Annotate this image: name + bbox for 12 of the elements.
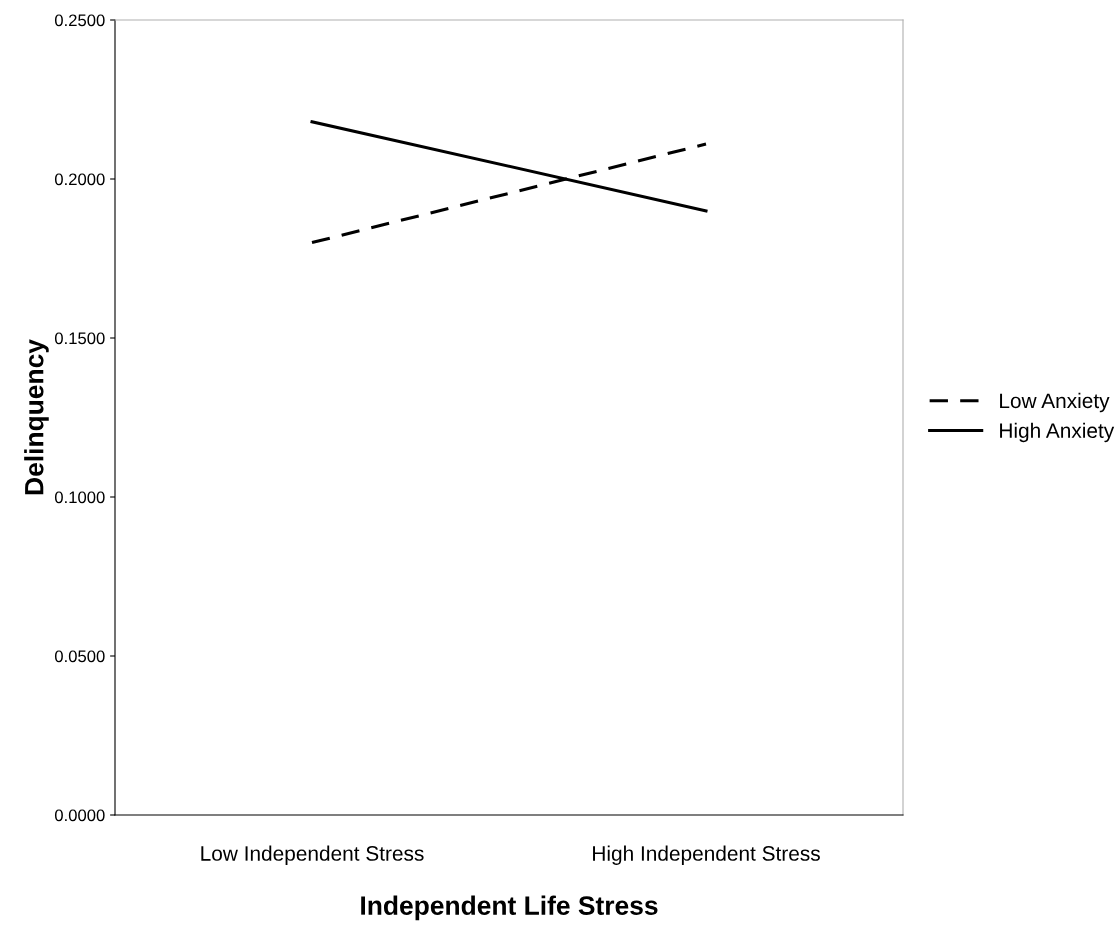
y-tick-label: 0.0500 <box>54 650 105 663</box>
x-axis-title: Independent Life Stress <box>361 895 658 921</box>
y-tick-label: 0.2500 <box>54 14 105 27</box>
y-tick-label: 0.1500 <box>54 332 105 345</box>
y-tick-label: 0.2000 <box>54 173 105 186</box>
x-tick-label: Low Independent Stress <box>201 845 424 865</box>
legend-label: High Anxiety <box>1000 422 1115 443</box>
y-axis-title: Delinquency <box>24 339 49 495</box>
legend-label: Low Anxiety <box>1000 392 1110 413</box>
y-tick-label: 0.0000 <box>54 809 105 822</box>
y-tick-label: 0.1000 <box>54 491 105 504</box>
x-tick-label: High Independent Stress <box>593 845 820 865</box>
